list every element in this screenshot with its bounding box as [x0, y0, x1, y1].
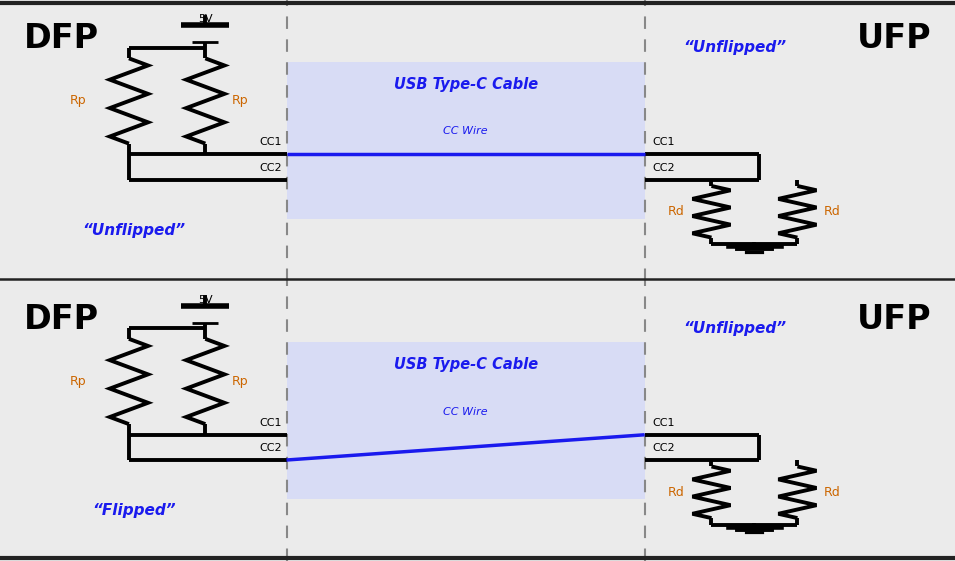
Text: CC2: CC2	[652, 443, 675, 453]
Text: 5V: 5V	[198, 295, 213, 305]
Text: “Flipped”: “Flipped”	[92, 503, 176, 518]
Text: DFP: DFP	[24, 22, 99, 56]
Text: USB Type-C Cable: USB Type-C Cable	[393, 77, 538, 91]
Text: CC2: CC2	[259, 443, 282, 453]
Text: “Unflipped”: “Unflipped”	[82, 223, 185, 237]
Text: Rp: Rp	[232, 375, 248, 388]
Text: CC2: CC2	[259, 163, 282, 173]
Text: 5V: 5V	[198, 14, 213, 24]
Text: CC Wire: CC Wire	[443, 126, 488, 136]
Text: CC2: CC2	[652, 163, 675, 173]
Text: UFP: UFP	[857, 303, 931, 336]
Text: Rd: Rd	[668, 486, 685, 499]
Text: DFP: DFP	[24, 303, 99, 336]
Text: Rp: Rp	[70, 375, 86, 388]
Text: CC1: CC1	[259, 137, 282, 148]
FancyBboxPatch shape	[286, 62, 645, 219]
Text: Rp: Rp	[70, 94, 86, 108]
Text: USB Type-C Cable: USB Type-C Cable	[393, 357, 538, 372]
Text: Rd: Rd	[668, 205, 685, 218]
Text: CC1: CC1	[652, 137, 675, 148]
FancyBboxPatch shape	[286, 342, 645, 499]
Text: Rd: Rd	[824, 486, 841, 499]
Text: CC1: CC1	[652, 418, 675, 427]
Text: UFP: UFP	[857, 22, 931, 56]
Text: CC1: CC1	[259, 418, 282, 427]
Text: Rp: Rp	[232, 94, 248, 108]
Text: Rd: Rd	[824, 205, 841, 218]
Text: CC Wire: CC Wire	[443, 407, 488, 416]
Text: “Unflipped”: “Unflipped”	[683, 321, 786, 335]
Text: “Unflipped”: “Unflipped”	[683, 40, 786, 55]
